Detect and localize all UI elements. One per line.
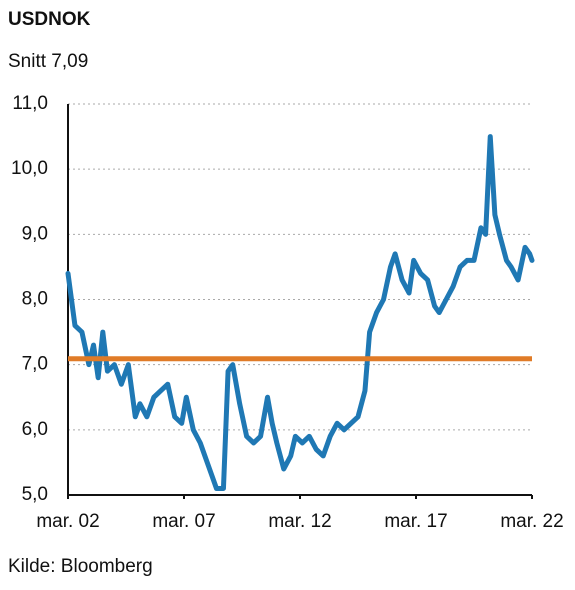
x-tick-label: mar. 12 (268, 511, 331, 532)
y-tick-label: 11,0 (12, 93, 48, 114)
chart-subtitle: Snitt 7,09 (8, 51, 88, 72)
x-tick-label: mar. 17 (384, 511, 447, 532)
x-tick-label: mar. 07 (152, 511, 215, 532)
x-tick-label: mar. 02 (36, 511, 99, 532)
y-tick-label: 7,0 (22, 354, 48, 375)
y-tick-label: 10,0 (11, 158, 48, 179)
y-tick-label: 6,0 (22, 419, 48, 440)
y-tick-label: 8,0 (22, 289, 48, 310)
x-tick-label: mar. 22 (500, 511, 563, 532)
chart-title: USDNOK (8, 9, 91, 30)
y-tick-label: 9,0 (22, 223, 48, 244)
source-note: Kilde: Bloomberg (8, 556, 153, 577)
data-line (65, 134, 535, 491)
y-tick-label: 5,0 (22, 484, 48, 505)
